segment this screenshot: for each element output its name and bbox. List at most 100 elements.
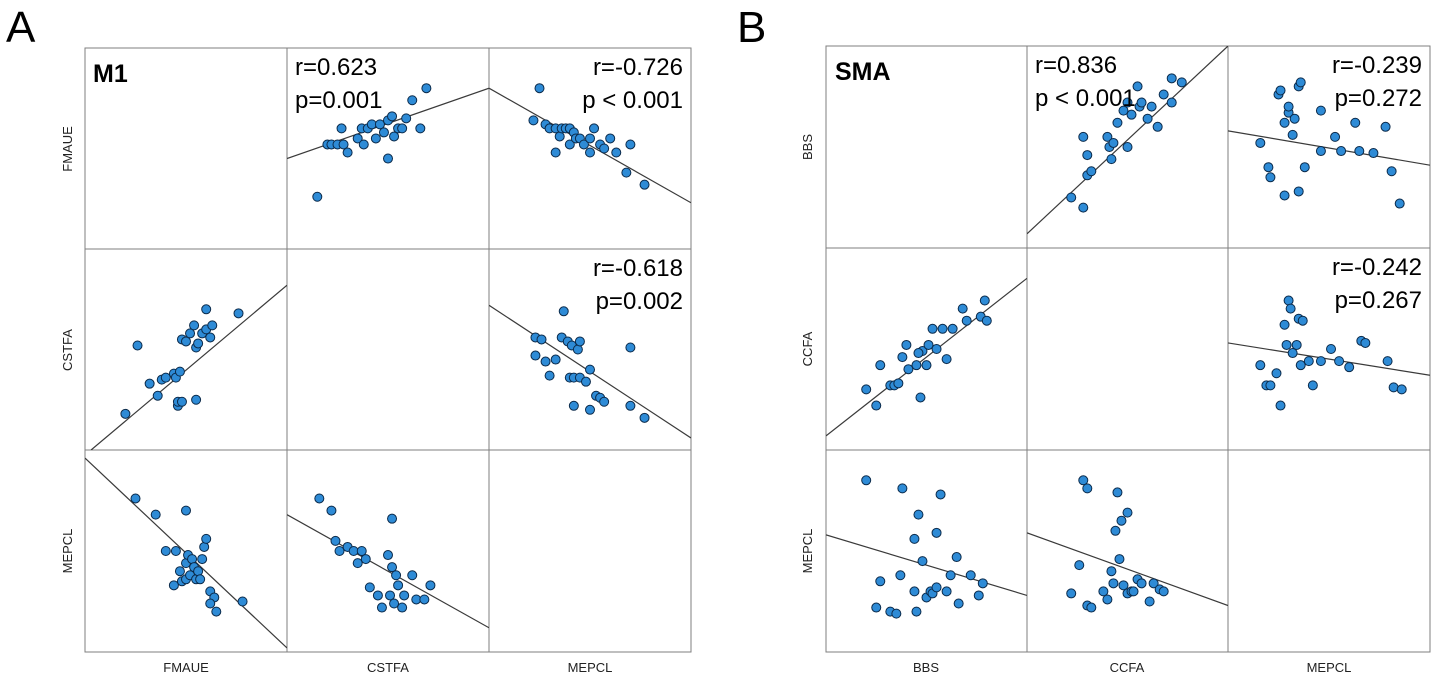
data-point (1142, 113, 1153, 124)
cell-fmaue-vs-cstfa: r=0.623 p=0.001 (287, 54, 489, 202)
data-point (951, 552, 962, 563)
data-point (360, 554, 371, 565)
data-point (1275, 85, 1286, 96)
data-point (185, 328, 196, 339)
data-point (199, 541, 210, 552)
row-label-ccfa: CCFA (800, 331, 815, 366)
data-point (376, 602, 387, 613)
data-point (1263, 162, 1274, 173)
data-point (861, 475, 872, 486)
data-point (419, 594, 430, 605)
data-point (1386, 166, 1397, 177)
data-point (891, 608, 902, 619)
data-point (1118, 105, 1129, 116)
data-point (120, 408, 131, 419)
row-label-cstfa: CSTFA (60, 329, 75, 371)
data-point (170, 546, 181, 556)
data-point (201, 304, 212, 315)
data-point (1158, 89, 1169, 100)
data-point (1136, 578, 1147, 589)
col-label-fmaue: FMAUE (163, 660, 209, 675)
data-point (625, 400, 636, 411)
data-point (1285, 303, 1296, 314)
row-label-bbs: BBS (800, 134, 815, 160)
correlation-p-label: p=0.267 (1335, 287, 1422, 314)
data-point (176, 396, 187, 407)
data-point (917, 556, 928, 567)
col-label-bbs: BBS (913, 660, 939, 675)
data-point (207, 320, 218, 331)
data-point (1082, 150, 1093, 161)
regression-line (287, 514, 489, 629)
data-point (589, 123, 600, 134)
data-point (1275, 400, 1286, 411)
cell-cstfa-vs-fmaue (90, 284, 287, 450)
data-point (1066, 588, 1077, 599)
regression-line (1027, 46, 1228, 235)
data-point (1152, 121, 1163, 132)
data-point (530, 350, 541, 361)
data-point (621, 167, 632, 178)
data-point (913, 509, 924, 520)
data-point (941, 586, 952, 597)
row-label-mepcl: MEPCL (800, 529, 815, 574)
data-point (383, 153, 393, 164)
data-point (1146, 101, 1157, 112)
data-point (909, 586, 920, 597)
data-point (937, 323, 948, 334)
data-point (1396, 384, 1407, 395)
data-point (364, 582, 375, 593)
data-point (568, 400, 579, 411)
data-point (585, 364, 595, 375)
data-point (871, 602, 882, 613)
data-point (1394, 198, 1405, 209)
data-point (181, 336, 191, 347)
data-point (130, 493, 141, 504)
data-point (941, 354, 952, 365)
data-point (599, 143, 610, 154)
data-point (1078, 475, 1089, 486)
data-point (187, 554, 198, 565)
data-point (585, 404, 595, 415)
data-point (1078, 202, 1089, 213)
data-point (407, 570, 418, 581)
data-point (374, 119, 385, 130)
col-label-mepcl: MEPCL (1307, 660, 1352, 675)
data-point (981, 315, 992, 326)
regression-line (489, 87, 691, 204)
data-point (1287, 348, 1298, 359)
data-point (1108, 137, 1119, 148)
regression-line (1228, 342, 1430, 376)
group-label-sma: SMA (835, 58, 891, 86)
data-point (237, 596, 248, 607)
data-point (393, 580, 404, 591)
data-point (639, 179, 650, 190)
data-point (312, 191, 323, 202)
panel-b-border (825, 45, 1431, 653)
data-point (1106, 566, 1117, 577)
data-point (1066, 192, 1077, 203)
regression-line (90, 284, 287, 450)
data-point (174, 366, 185, 377)
data-point (1112, 487, 1123, 498)
data-point (1148, 578, 1159, 589)
data-point (1279, 117, 1290, 128)
data-point (875, 360, 886, 371)
data-point (387, 513, 398, 524)
data-point (334, 546, 345, 556)
data-point (931, 527, 942, 538)
col-label-ccfa: CCFA (1110, 660, 1145, 675)
data-point (931, 582, 942, 593)
data-point (1122, 97, 1133, 108)
data-point (1086, 166, 1097, 177)
data-point (425, 580, 436, 591)
data-point (174, 566, 185, 577)
data-point (397, 123, 408, 134)
data-point (1166, 73, 1177, 84)
data-point (1281, 339, 1292, 350)
data-point (979, 295, 990, 306)
data-point (1336, 146, 1347, 157)
panel-letter-a: A (6, 3, 36, 52)
col-label-mepcl: MEPCL (568, 660, 613, 675)
data-point (544, 370, 555, 381)
